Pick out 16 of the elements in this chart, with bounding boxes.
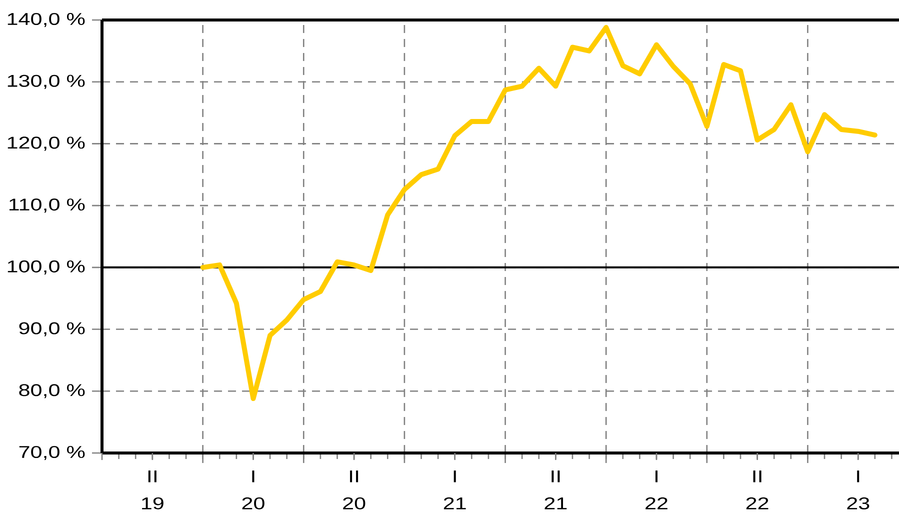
x-tick-label: I 23: [847, 470, 870, 510]
y-tick-label: 90,0 %: [19, 322, 85, 336]
y-tick-label: 110,0 %: [10, 198, 85, 213]
y-tick-label: 100,0 %: [8, 260, 85, 274]
x-tick-label: I 22: [646, 470, 668, 510]
x-tick-label: II 20: [343, 470, 366, 510]
x-tick-label: II 19: [142, 470, 164, 510]
y-tick-label: 140,0 %: [8, 12, 85, 28]
y-tick-label: 70,0 %: [19, 446, 85, 460]
x-tick-label: I 21: [444, 470, 466, 510]
y-tick-label: 80,0 %: [19, 384, 85, 398]
x-tick-label: II 21: [544, 470, 567, 510]
y-tick-label: 130,0 %: [8, 74, 85, 89]
x-tick-label: I 20: [242, 470, 264, 510]
y-tick-label: 120,0 %: [8, 136, 85, 151]
x-tick-label: II 22: [746, 470, 768, 510]
